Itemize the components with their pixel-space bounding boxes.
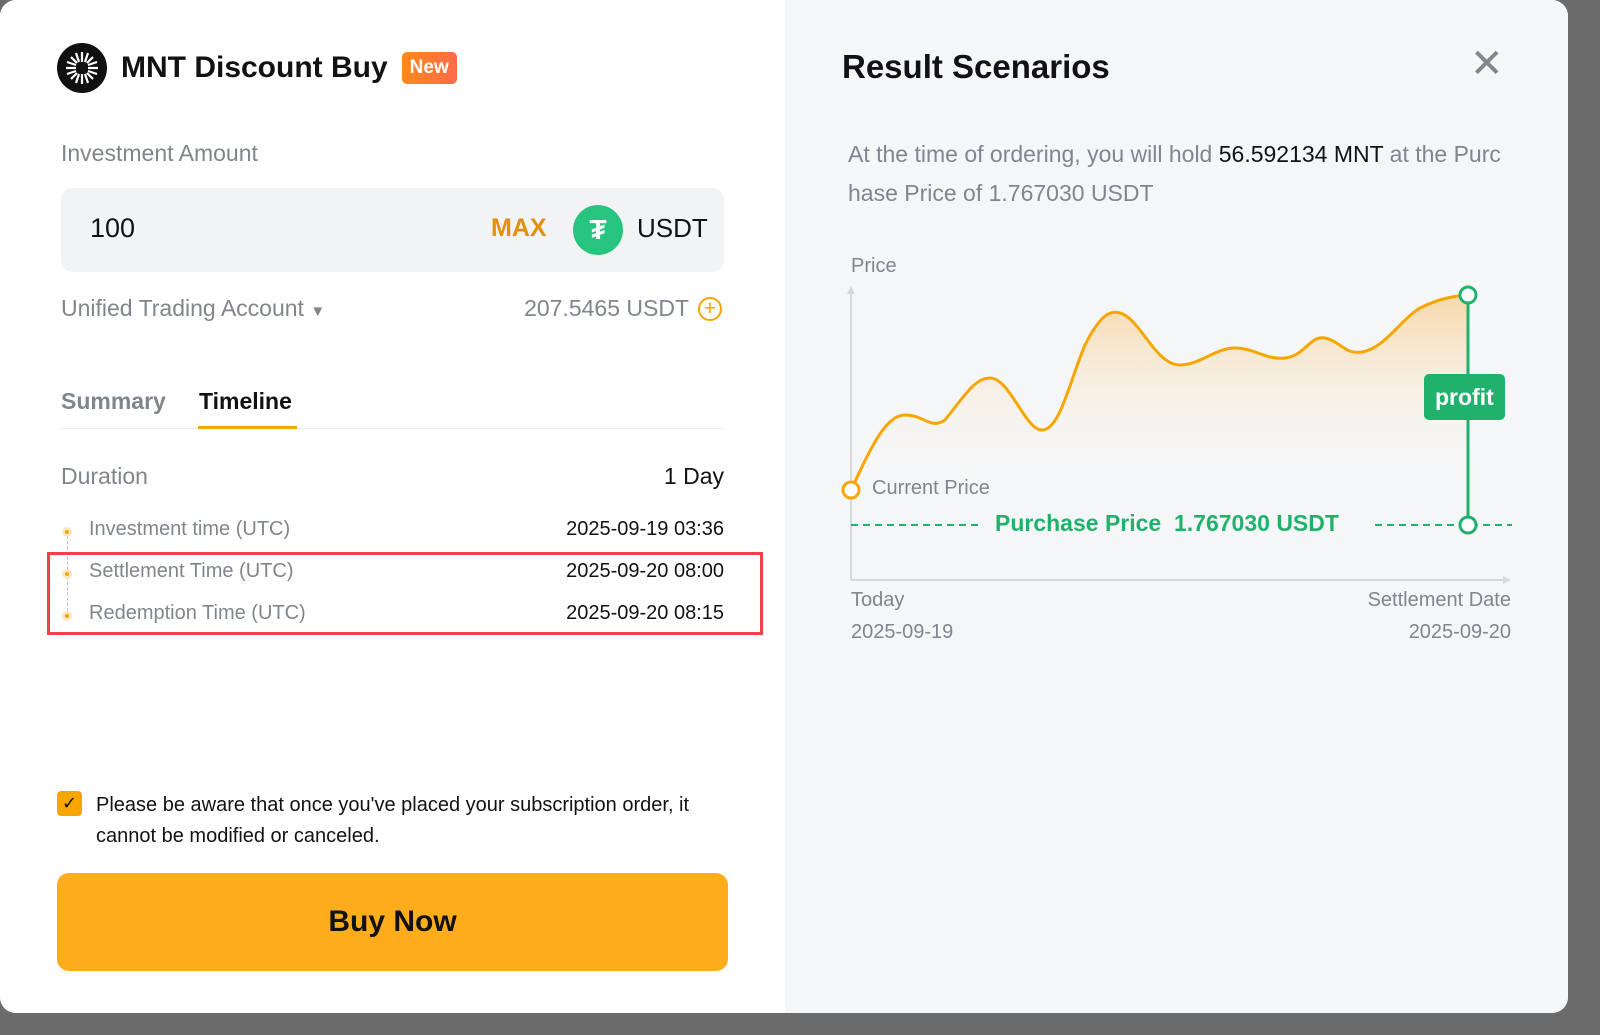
account-selector[interactable]: Unified Trading Account ▼ [61, 295, 325, 322]
active-tab-indicator [198, 426, 297, 429]
current-price-label: Current Price [872, 477, 990, 499]
scenarios-description: At the time of ordering, you will hold 5… [848, 135, 1508, 213]
desc-text: at the Purchase Price of 1.767030 USDT [848, 141, 1501, 206]
end-date: 2025-09-20 [1408, 621, 1511, 643]
redemption-time-label: Redemption Time (UTC) [89, 602, 306, 624]
purchase-label: Purchase Price [995, 510, 1162, 536]
x-axis-arrow-icon [1503, 576, 1511, 584]
settlement-time-value: 2025-09-20 08:00 [566, 560, 724, 582]
highlight-box [47, 552, 763, 635]
purchase-price-label: Purchase Price 1.767030 USDT [995, 510, 1339, 537]
start-label: Today [851, 589, 905, 611]
purchase-price-marker [1458, 515, 1478, 535]
investment-amount-label: Investment Amount [61, 140, 258, 166]
duration-value: 1 Day [663, 463, 724, 489]
tab-divider [61, 428, 724, 429]
product-header: MNT Discount Buy New [57, 43, 457, 93]
mnt-logo-icon [57, 43, 107, 93]
balance-value: 207.5465 USDT [524, 295, 689, 321]
start-date: 2025-09-19 [851, 621, 954, 643]
tether-icon: ₮ [573, 205, 623, 255]
duration-label: Duration [61, 463, 148, 489]
timeline-row: Settlement Time (UTC) 2025-09-20 08:00 [89, 560, 724, 583]
end-label: Settlement Date [1367, 589, 1511, 611]
account-label: Unified Trading Account [61, 295, 304, 321]
timeline-dot-icon [62, 611, 72, 621]
price-line [849, 293, 1469, 491]
timeline-dot-icon [62, 527, 72, 537]
product-title: MNT Discount Buy [121, 51, 388, 84]
tab-timeline[interactable]: Timeline [199, 388, 292, 414]
notice-text: Please be aware that once you've placed … [96, 794, 690, 847]
amount-value[interactable]: 100 [90, 213, 136, 243]
caret-down-icon: ▼ [310, 303, 326, 320]
result-scenarios-panel [785, 0, 1568, 1013]
desc-text: At the time of ordering, you will hold [848, 141, 1219, 167]
timeline-row: Redemption Time (UTC) 2025-09-20 08:15 [89, 602, 724, 625]
y-axis-arrow-icon [847, 286, 855, 294]
close-icon[interactable]: ✕ [1470, 42, 1504, 86]
price-area [851, 295, 1468, 490]
buy-now-button[interactable]: Buy Now [57, 873, 728, 971]
redemption-time-value: 2025-09-20 08:15 [566, 602, 724, 624]
tab-summary[interactable]: Summary [61, 388, 166, 414]
settlement-time-label: Settlement Time (UTC) [89, 560, 294, 582]
add-funds-icon[interactable]: + [698, 297, 722, 321]
hold-amount: 56.592134 MNT [1218, 141, 1384, 167]
timeline-row: Investment time (UTC) 2025-09-19 03:36 [89, 518, 724, 541]
currency-label: USDT [637, 213, 708, 243]
new-badge: New [401, 52, 457, 84]
purchase-value: 1.767030 USDT [1174, 510, 1339, 536]
scenario-chart [841, 285, 1512, 584]
current-price-marker [841, 480, 861, 500]
investment-time-value: 2025-09-19 03:36 [566, 518, 724, 540]
max-button[interactable]: MAX [491, 214, 547, 242]
profit-badge: profit [1424, 374, 1505, 420]
y-axis-label: Price [851, 255, 897, 277]
order-panel: MNT Discount Buy New Investment Amount 1… [0, 0, 785, 1013]
discount-buy-modal: MNT Discount Buy New Investment Amount 1… [0, 0, 1568, 1013]
investment-time-label: Investment time (UTC) [89, 518, 291, 540]
timeline-dot-icon [62, 569, 72, 579]
end-price-marker [1458, 285, 1478, 305]
scenarios-title: Result Scenarios [842, 48, 1110, 85]
agree-checkbox[interactable]: ✓ [57, 791, 82, 816]
